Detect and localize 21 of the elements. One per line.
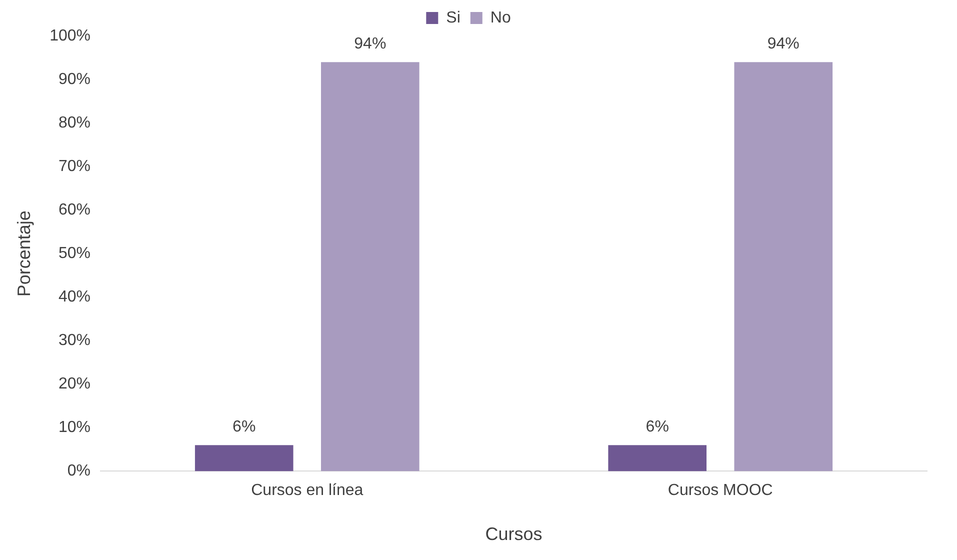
data-label: 6% — [232, 418, 256, 436]
y-tick-label: 20% — [58, 376, 91, 393]
x-tick-label: Cursos en línea — [251, 482, 364, 500]
y-tick-label: 70% — [58, 158, 91, 175]
x-tick-label: Cursos MOOC — [668, 482, 773, 500]
y-tick-label: 10% — [58, 419, 91, 436]
data-label: 6% — [646, 418, 669, 436]
data-label: 94% — [767, 36, 800, 53]
y-tick-label: 90% — [58, 70, 91, 88]
legend-label: No — [490, 9, 511, 26]
y-tick-label: 100% — [50, 27, 91, 44]
data-label: 94% — [354, 36, 386, 53]
y-tick-label: 50% — [58, 245, 91, 262]
y-tick-label: 30% — [58, 332, 91, 350]
y-axis-title: Porcentaje — [14, 210, 34, 297]
legend-label: Si — [446, 9, 460, 26]
y-tick-label: 0% — [67, 462, 91, 480]
y-tick-label: 60% — [58, 201, 91, 218]
y-tick-label: 80% — [58, 114, 91, 132]
x-axis-title: Cursos — [485, 524, 542, 544]
y-tick-label: 40% — [58, 288, 91, 306]
